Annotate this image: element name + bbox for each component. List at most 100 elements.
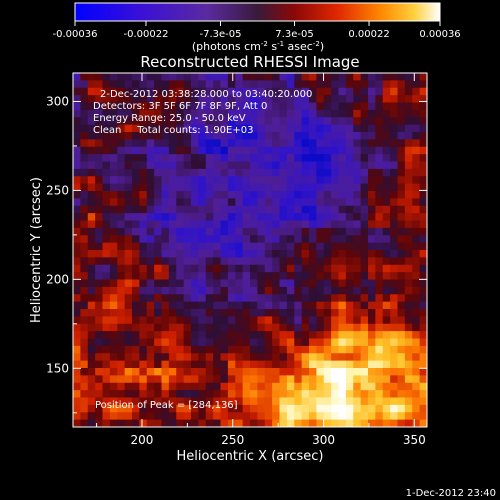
heatmap-cell (124, 73, 133, 81)
heatmap-cell (205, 397, 214, 406)
heatmap-cell (80, 242, 89, 251)
heatmap-cell (279, 316, 288, 325)
heatmap-cell (183, 227, 192, 236)
heatmap-cell (102, 73, 111, 81)
heatmap-cell (109, 286, 118, 295)
heatmap-cell (235, 191, 244, 199)
heatmap-cell (132, 117, 140, 126)
heatmap-cell (124, 375, 133, 384)
heatmap-cell (168, 338, 177, 347)
heatmap-cell (154, 331, 163, 340)
heatmap-cell (176, 227, 185, 236)
heatmap-cell (368, 375, 376, 384)
heatmap-cell (227, 191, 236, 199)
heatmap-cell (168, 272, 177, 281)
heatmap-cell (205, 360, 214, 369)
heatmap-cell (176, 375, 185, 384)
heatmap-cell (161, 279, 170, 288)
heatmap-cell (117, 294, 126, 303)
heatmap-cell (183, 213, 192, 222)
heatmap-cell (331, 412, 340, 421)
heatmap-cell (345, 250, 354, 258)
heatmap-cell (146, 95, 155, 104)
heatmap-cell (353, 419, 362, 427)
heatmap-cell (382, 301, 391, 310)
heatmap-cell (146, 419, 155, 427)
heatmap-cell (375, 294, 384, 303)
heatmap-cell (132, 220, 140, 229)
heatmap-cell (117, 205, 126, 214)
heatmap-cell (382, 227, 391, 236)
heatmap-cell (168, 301, 177, 310)
heatmap-cell (257, 213, 266, 222)
heatmap-cell (323, 309, 332, 317)
heatmap-cell (227, 80, 236, 89)
heatmap-cell (191, 220, 199, 229)
heatmap-cell (419, 286, 427, 295)
heatmap-cell (286, 205, 295, 214)
heatmap-cell (213, 331, 222, 340)
heatmap-cell (213, 390, 222, 399)
heatmap-cell (176, 397, 185, 406)
heatmap-cell (139, 191, 148, 199)
heatmap-cell (412, 279, 421, 288)
heatmap-cell (257, 345, 266, 354)
heatmap-cell (338, 183, 347, 192)
heatmap-cell (412, 124, 421, 133)
heatmap-cell (220, 205, 229, 214)
heatmap-cell (272, 316, 281, 325)
heatmap-cell (227, 183, 236, 192)
heatmap-cell (309, 176, 317, 185)
heatmap-cell (397, 338, 406, 347)
heatmap-cell (73, 323, 81, 332)
heatmap-cell (220, 286, 229, 295)
heatmap-cell (360, 250, 369, 258)
heatmap-cell (353, 250, 362, 258)
heatmap-cell (375, 368, 384, 376)
heatmap-cell (87, 87, 96, 96)
heatmap-cell (176, 176, 185, 185)
heatmap-cell (242, 353, 251, 362)
heatmap-cell (331, 250, 340, 258)
heatmap-cell (264, 168, 273, 177)
heatmap-cell (109, 124, 118, 133)
heatmap-cell (345, 154, 354, 163)
heatmap-cell (323, 109, 332, 118)
heatmap-cell (323, 183, 332, 192)
heatmap-cell (338, 176, 347, 185)
heatmap-cell (419, 382, 427, 391)
heatmap-cell (397, 412, 406, 421)
heatmap-cell (331, 161, 340, 170)
heatmap-cell (419, 419, 427, 427)
heatmap-cell (397, 168, 406, 177)
heatmap-cell (227, 316, 236, 325)
heatmap-cell (132, 301, 140, 310)
heatmap-cell (360, 191, 369, 199)
heatmap-cell (382, 375, 391, 384)
heatmap-cell (264, 117, 273, 126)
heatmap-cell (323, 95, 332, 104)
heatmap-cell (213, 323, 222, 332)
heatmap-cell (227, 139, 236, 148)
heatmap-cell (353, 353, 362, 362)
heatmap-cell (176, 309, 185, 317)
heatmap-cell (242, 309, 251, 317)
heatmap-cell (124, 213, 133, 222)
heatmap-cell (205, 198, 214, 207)
heatmap-cell (412, 272, 421, 281)
heatmap-cell (382, 360, 391, 369)
heatmap-cell (183, 286, 192, 295)
heatmap-cell (227, 286, 236, 295)
heatmap-cell (323, 279, 332, 288)
heatmap-cell (183, 264, 192, 273)
heatmap-cell (264, 323, 273, 332)
heatmap-cell (353, 198, 362, 207)
heatmap-cell (205, 176, 214, 185)
heatmap-cell (272, 124, 281, 133)
heatmap-cell (382, 338, 391, 347)
heatmap-cell (146, 301, 155, 310)
heatmap-cell (309, 117, 317, 126)
heatmap-cell (368, 213, 376, 222)
heatmap-cell (198, 87, 207, 96)
heatmap-cell (95, 419, 104, 427)
